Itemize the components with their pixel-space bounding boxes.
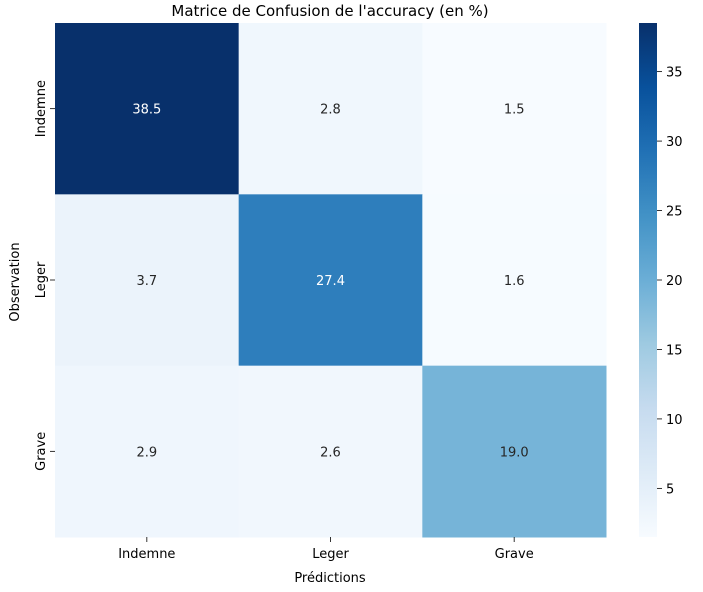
heatmap-cell: [422, 23, 607, 195]
heatmap-cell: [55, 23, 240, 195]
cell-value-label: 1.6: [504, 274, 525, 289]
heatmap-cell: [55, 365, 240, 538]
heatmap-cell: [55, 194, 240, 367]
heatmap-cell: [422, 365, 607, 538]
cell-value-label: 38.5: [132, 103, 161, 118]
colorbar-tick-label: 15: [666, 343, 683, 358]
cell-value-label: 2.6: [320, 445, 341, 460]
x-tick-label: Grave: [495, 547, 534, 562]
cell-value-label: 2.9: [136, 445, 157, 460]
y-tick-label: Indemne: [34, 80, 49, 137]
colorbar-tick-label: 35: [666, 66, 683, 81]
y-tick-label: Leger: [34, 261, 49, 298]
heatmap-cell: [238, 23, 423, 195]
cell-value-label: 19.0: [500, 445, 529, 460]
cell-value-label: 27.4: [316, 274, 345, 289]
x-axis-label: Prédictions: [294, 571, 366, 586]
y-axis-ticks: Indemne Leger Grave: [34, 80, 55, 471]
cell-value-label: 1.5: [504, 103, 525, 118]
cell-value-label: 3.7: [136, 274, 157, 289]
colorbar: [639, 23, 657, 537]
colorbar-ticks: 5 10 15 20 25 30 35: [657, 66, 683, 497]
heatmap-cell: [422, 194, 607, 367]
x-axis-ticks: Indemne Leger Grave: [118, 537, 534, 562]
colorbar-tick-label: 5: [666, 482, 674, 497]
heatmap-cell-labels: 38.5 2.8 1.5 3.7 27.4 1.6 2.9 2.6 19.0: [132, 103, 528, 461]
x-tick-label: Leger: [312, 547, 349, 562]
heatmap-cell: [238, 365, 423, 538]
chart-title: Matrice de Confusion de l'accuracy (en %…: [171, 2, 488, 20]
colorbar-tick-label: 25: [666, 205, 683, 220]
colorbar-tick-label: 20: [666, 274, 683, 289]
heatmap-cells: [55, 23, 607, 538]
colorbar-tick-label: 30: [666, 135, 683, 150]
y-tick-label: Grave: [34, 432, 49, 471]
cell-value-label: 2.8: [320, 103, 341, 118]
y-axis-label: Observation: [8, 242, 23, 321]
x-tick-label: Indemne: [118, 547, 175, 562]
heatmap-cell: [238, 194, 423, 367]
colorbar-tick-label: 10: [666, 413, 683, 428]
